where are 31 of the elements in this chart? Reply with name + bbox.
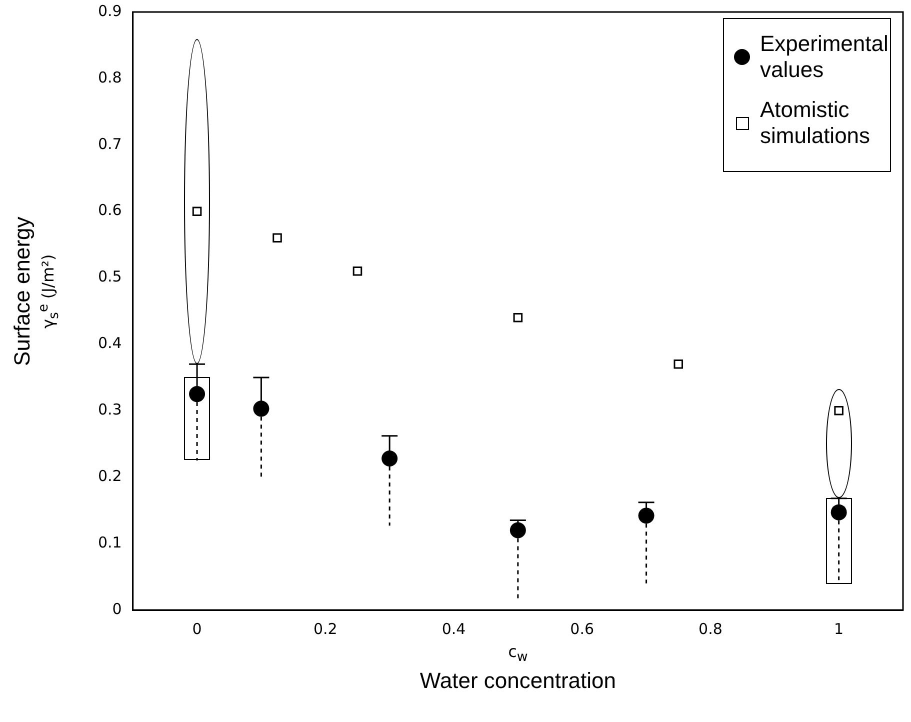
y-tick-label: 0.6 (98, 201, 122, 220)
y-tick-label: 0.9 (98, 2, 122, 20)
x-tick-label: 1 (834, 620, 844, 638)
y-tick-label: 0 (112, 600, 122, 618)
legend-label: Atomistic simulations (760, 97, 872, 149)
point (272, 233, 282, 243)
point (253, 400, 270, 417)
x-tick-label: 0 (192, 620, 202, 638)
x-tick-label: 0.8 (698, 620, 722, 638)
point (638, 508, 654, 524)
point (513, 313, 523, 322)
point (674, 360, 684, 369)
y-tick-label: 0.4 (98, 334, 122, 352)
point (382, 450, 398, 467)
point (189, 386, 206, 402)
y-tick-label: 0.7 (98, 134, 122, 153)
x-axis-title: c$_{w}$ Water concentration (420, 642, 616, 694)
point (352, 266, 362, 276)
y-tick-label: 0.8 (98, 68, 122, 86)
y-tick-label: 0.5 (98, 268, 122, 286)
legend-label: Experimental values (760, 31, 888, 83)
point (830, 504, 847, 520)
y-tick-label: 0.3 (98, 400, 122, 419)
x-tick-label: 0.6 (570, 620, 594, 638)
x-tick-label: 0.4 (442, 620, 466, 638)
point (834, 406, 844, 416)
x-tick-label: 0.2 (313, 620, 338, 638)
y-tick-label: 0.1 (98, 533, 122, 552)
y-tick-label: 0.2 (98, 467, 122, 485)
point (510, 522, 526, 538)
point (192, 206, 202, 216)
